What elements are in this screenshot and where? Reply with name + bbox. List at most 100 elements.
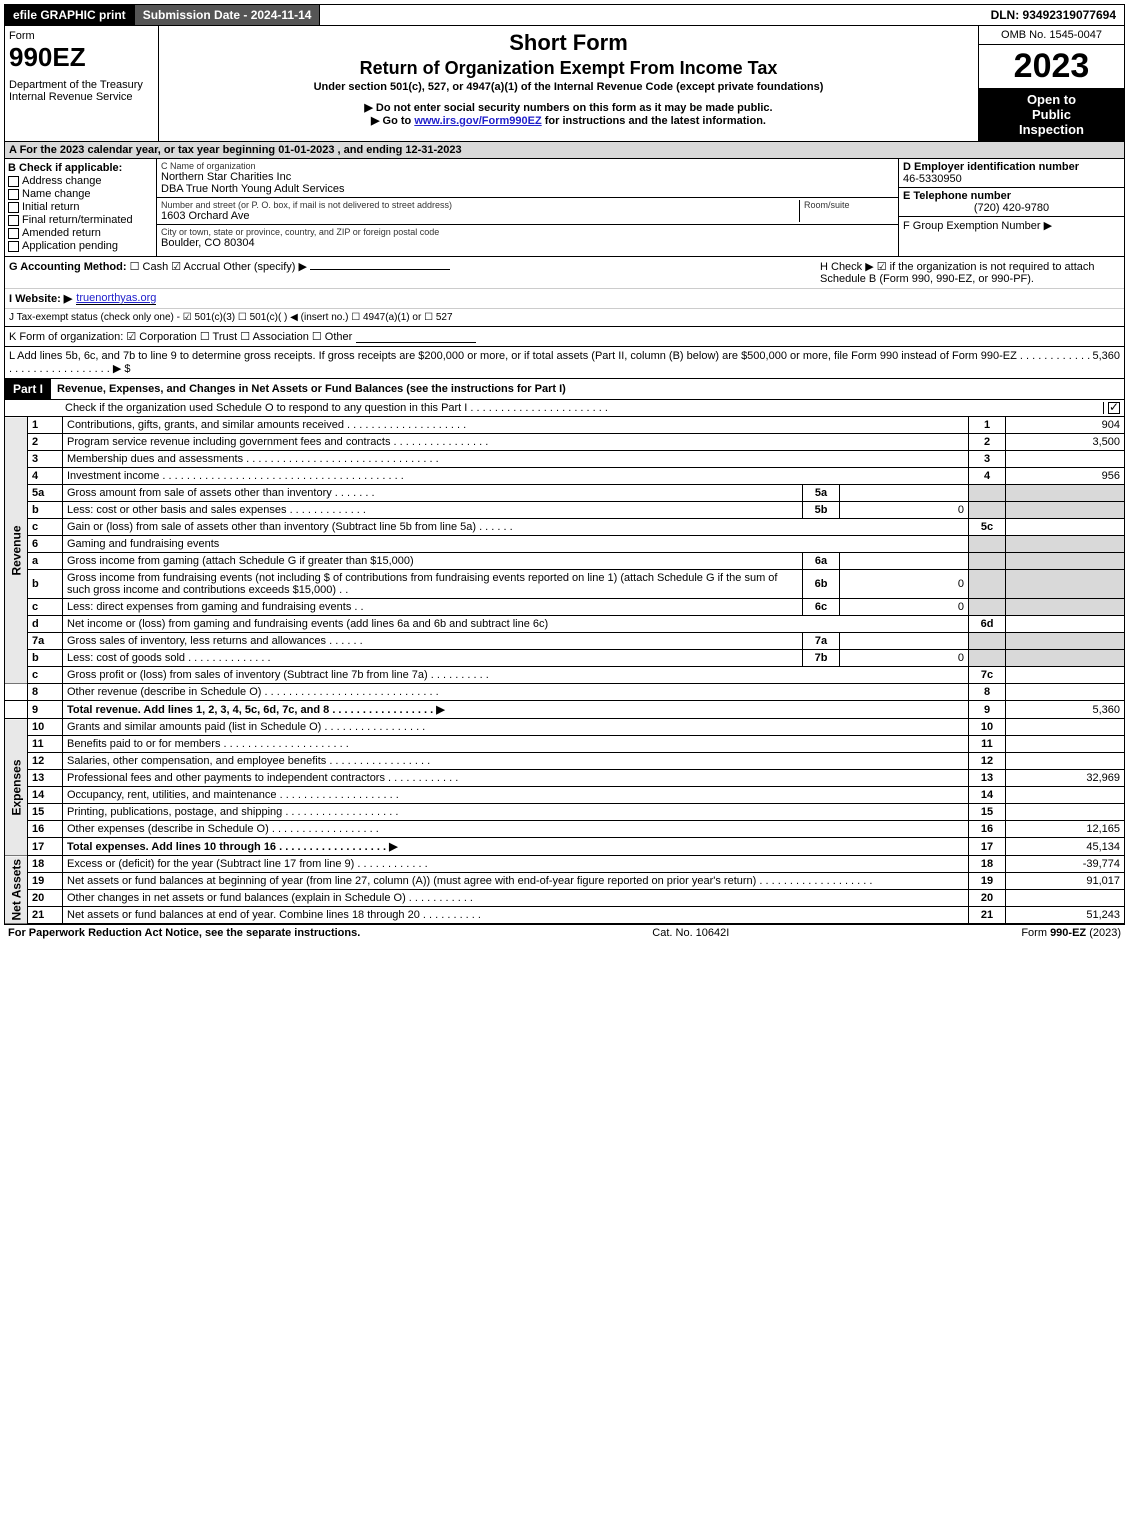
section-g-accounting: G Accounting Method: ☐ Cash ☑ Accrual Ot… (9, 260, 820, 285)
footer-cat-no: Cat. No. 10642I (652, 927, 729, 939)
line-15: 15Printing, publications, postage, and s… (5, 804, 1125, 821)
org-name: Northern Star Charities Inc (161, 171, 894, 183)
label-group-exemption: F Group Exemption Number ▶ (903, 220, 1052, 232)
line-10: Expenses 10Grants and similar amounts pa… (5, 719, 1125, 736)
line-20: 20Other changes in net assets or fund ba… (5, 890, 1125, 907)
line-6c: cLess: direct expenses from gaming and f… (5, 599, 1125, 616)
header-left: Form 990EZ Department of the Treasury In… (5, 26, 159, 141)
footer-left: For Paperwork Reduction Act Notice, see … (8, 927, 360, 939)
line-8: 8Other revenue (describe in Schedule O) … (5, 684, 1125, 701)
line-21: 21Net assets or fund balances at end of … (5, 907, 1125, 924)
section-h-scheduleb: H Check ▶ ☑ if the organization is not r… (820, 260, 1120, 285)
inspection-l1: Open to (983, 92, 1120, 107)
header-right: OMB No. 1545-0047 2023 Open to Public In… (978, 26, 1124, 141)
label-g: G Accounting Method: (9, 261, 127, 273)
omb-number: OMB No. 1545-0047 (979, 26, 1124, 45)
form-subtitle: Under section 501(c), 527, or 4947(a)(1)… (167, 81, 970, 93)
label-street: Number and street (or P. O. box, if mail… (161, 200, 799, 210)
dln-number: DLN: 93492319077694 (983, 5, 1124, 25)
expenses-table: Expenses 10Grants and similar amounts pa… (4, 719, 1125, 856)
part-i-title: Revenue, Expenses, and Changes in Net As… (57, 383, 566, 395)
line-13: 13Professional fees and other payments t… (5, 770, 1125, 787)
label-city: City or town, state or province, country… (161, 227, 894, 237)
label-org-name: C Name of organization (161, 161, 894, 171)
department-line2: Internal Revenue Service (9, 91, 154, 103)
accounting-opts[interactable]: ☐ Cash ☑ Accrual Other (specify) ▶ (130, 261, 307, 273)
top-bar: efile GRAPHIC print Submission Date - 20… (4, 4, 1125, 26)
section-def: D Employer identification number 46-5330… (899, 159, 1124, 256)
section-b-checkboxes: B Check if applicable: Address change Na… (5, 159, 157, 256)
line-3: 3Membership dues and assessments . . . .… (5, 451, 1125, 468)
line-17: 17Total expenses. Add lines 10 through 1… (5, 838, 1125, 856)
org-dba: DBA True North Young Adult Services (161, 183, 894, 195)
section-a-taxyear: A For the 2023 calendar year, or tax yea… (4, 142, 1125, 159)
line-6: 6Gaming and fundraising events (5, 536, 1125, 553)
form-label: Form (9, 30, 154, 42)
efile-print-label[interactable]: efile GRAPHIC print (5, 5, 135, 25)
section-k-org-form: K Form of organization: ☑ Corporation ☐ … (5, 326, 1124, 346)
city-state-zip: Boulder, CO 80304 (161, 237, 894, 249)
line-19: 19Net assets or fund balances at beginni… (5, 873, 1125, 890)
side-netassets: Net Assets (5, 856, 28, 924)
label-ein: D Employer identification number (903, 161, 1079, 173)
part-i-label: Part I (5, 379, 51, 399)
line-11: 11Benefits paid to or for members . . . … (5, 736, 1125, 753)
label-phone: E Telephone number (903, 190, 1011, 202)
cb-initial-return[interactable]: Initial return (8, 201, 153, 213)
ein-value: 46-5330950 (903, 173, 962, 185)
cb-final-return[interactable]: Final return/terminated (8, 214, 153, 226)
line-1: Revenue 1 Contributions, gifts, grants, … (5, 417, 1125, 434)
line-6a: aGross income from gaming (attach Schedu… (5, 553, 1125, 570)
line-2: 2Program service revenue including gover… (5, 434, 1125, 451)
line-7a: 7aGross sales of inventory, less returns… (5, 633, 1125, 650)
instructions-link-line: ▶ Go to www.irs.gov/Form990EZ for instru… (167, 114, 970, 127)
line-9: 9Total revenue. Add lines 1, 2, 3, 4, 5c… (5, 701, 1125, 719)
line-5a: 5aGross amount from sale of assets other… (5, 485, 1125, 502)
line-12: 12Salaries, other compensation, and empl… (5, 753, 1125, 770)
cb-amended-return[interactable]: Amended return (8, 227, 153, 239)
info-grid: B Check if applicable: Address change Na… (4, 159, 1125, 257)
cb-name-change[interactable]: Name change (8, 188, 153, 200)
section-c-org-info: C Name of organization Northern Star Cha… (157, 159, 899, 256)
irs-link[interactable]: www.irs.gov/Form990EZ (414, 115, 541, 127)
cb-application-pending[interactable]: Application pending (8, 240, 153, 252)
side-expenses: Expenses (5, 719, 28, 856)
submission-date: Submission Date - 2024-11-14 (135, 5, 321, 25)
section-ghijkl: G Accounting Method: ☐ Cash ☑ Accrual Ot… (4, 257, 1125, 379)
section-j-tax-status: J Tax-exempt status (check only one) - ☑… (5, 308, 1124, 326)
line-14: 14Occupancy, rent, utilities, and mainte… (5, 787, 1125, 804)
goto-suffix: for instructions and the latest informat… (542, 115, 766, 127)
header-center: Short Form Return of Organization Exempt… (159, 26, 978, 141)
label-website: I Website: ▶ (9, 292, 72, 305)
line-16: 16Other expenses (describe in Schedule O… (5, 821, 1125, 838)
section-b-header: B Check if applicable: (8, 162, 122, 174)
part-i-checkbox[interactable] (1103, 402, 1124, 414)
street-address: 1603 Orchard Ave (161, 210, 799, 222)
netassets-table: Net Assets 18Excess or (deficit) for the… (4, 856, 1125, 924)
page-footer: For Paperwork Reduction Act Notice, see … (4, 924, 1125, 941)
part-i-header-row: Part I Revenue, Expenses, and Changes in… (4, 379, 1125, 400)
line-18: Net Assets 18Excess or (deficit) for the… (5, 856, 1125, 873)
footer-form-ref: Form 990-EZ (2023) (1021, 927, 1121, 939)
label-room: Room/suite (804, 200, 894, 210)
line-7c: cGross profit or (loss) from sales of in… (5, 667, 1125, 684)
line-6d: dNet income or (loss) from gaming and fu… (5, 616, 1125, 633)
cb-address-change[interactable]: Address change (8, 175, 153, 187)
inspection-l2: Public (983, 107, 1120, 122)
ssn-warning: ▶ Do not enter social security numbers o… (167, 101, 970, 114)
form-title-short: Short Form (167, 30, 970, 56)
revenue-table: Revenue 1 Contributions, gifts, grants, … (4, 417, 1125, 719)
part-i-check-text: Check if the organization used Schedule … (5, 400, 1103, 416)
line-5b: bLess: cost or other basis and sales exp… (5, 502, 1125, 519)
inspection-l3: Inspection (983, 122, 1120, 137)
goto-prefix: ▶ Go to (371, 115, 414, 127)
phone-value: (720) 420-9780 (903, 202, 1120, 214)
line-5c: cGain or (loss) from sale of assets othe… (5, 519, 1125, 536)
tax-year: 2023 (979, 45, 1124, 88)
part-i-check-row: Check if the organization used Schedule … (4, 400, 1125, 417)
website-link[interactable]: truenorthyas.org (76, 292, 156, 305)
line-7b: bLess: cost of goods sold . . . . . . . … (5, 650, 1125, 667)
line-6b: bGross income from fundraising events (n… (5, 570, 1125, 599)
side-revenue: Revenue (5, 417, 28, 684)
section-l-gross-receipts: L Add lines 5b, 6c, and 7b to line 9 to … (5, 346, 1124, 378)
